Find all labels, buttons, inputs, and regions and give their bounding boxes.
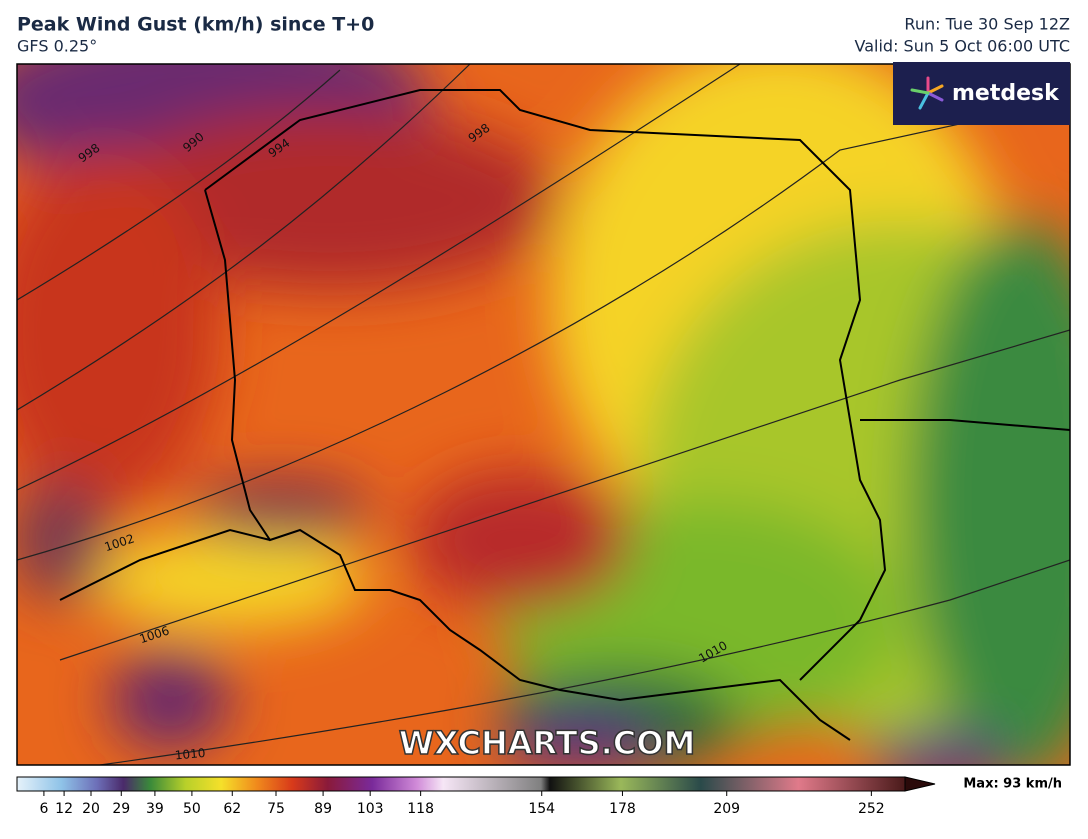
colorbar-tick-label: 154 xyxy=(528,801,555,817)
colorbar-tick-label: 252 xyxy=(858,801,885,817)
map-frame xyxy=(16,63,1071,766)
colorbar-tick-label: 6 xyxy=(39,801,48,817)
colorbar-tick-label: 209 xyxy=(713,801,740,817)
colorbar-tick-label: 20 xyxy=(82,801,100,817)
logo-box xyxy=(893,62,1070,125)
colorbar-tick-label: 50 xyxy=(183,801,201,817)
watermark: WXCHARTS.COM xyxy=(399,724,696,762)
model: GFS 0.25° xyxy=(17,37,97,56)
colorbar-tick-label: 118 xyxy=(407,801,434,817)
colorbar-tick-label: 103 xyxy=(357,801,384,817)
run: Run: Tue 30 Sep 12Z xyxy=(904,15,1070,34)
title: Peak Wind Gust (km/h) since T+0 xyxy=(17,14,374,36)
colorbar-tick-label: 178 xyxy=(609,801,636,817)
max-label: Max: 93 km/h xyxy=(963,777,1062,792)
colorbar-tick-label: 75 xyxy=(267,801,285,817)
isobar-label: 1010 xyxy=(174,746,206,763)
colorbar-arrow xyxy=(904,776,936,792)
logo-icon xyxy=(910,76,944,110)
borders xyxy=(59,89,1070,741)
colorbar-tick-label: 89 xyxy=(314,801,332,817)
logo: metdesk xyxy=(952,81,1060,106)
colorbar-tick-label: 29 xyxy=(112,801,130,817)
colorbar: 6 12 20 29 39 50 62 75 89 103 118 154 178 209 252 xyxy=(16,776,936,817)
colorbar-bar xyxy=(16,776,906,792)
valid: Valid: Sun 5 Oct 06:00 UTC xyxy=(855,37,1070,56)
colorbar-tick-label: 62 xyxy=(223,801,241,817)
colorbar-tick-label: 39 xyxy=(146,801,164,817)
map: 998 994 990 998 1002 1006 1010 1010 WXCH… xyxy=(17,64,1070,765)
colorbar-tick-label: 12 xyxy=(55,801,73,817)
isobars xyxy=(17,64,1070,765)
